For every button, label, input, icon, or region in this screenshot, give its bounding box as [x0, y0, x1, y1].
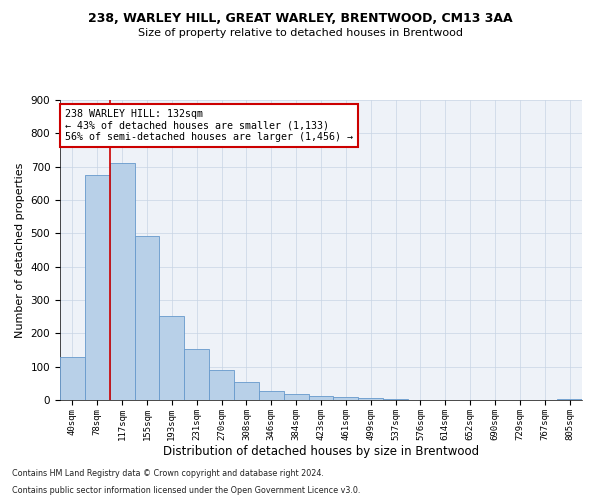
- Bar: [110, 164, 134, 400]
- Bar: [284, 394, 308, 400]
- Bar: [209, 370, 234, 400]
- Bar: [60, 356, 85, 400]
- Text: Contains public sector information licensed under the Open Government Licence v3: Contains public sector information licen…: [12, 486, 361, 495]
- Bar: [234, 382, 259, 400]
- Bar: [184, 350, 209, 400]
- Bar: [134, 236, 160, 400]
- Text: 238, WARLEY HILL, GREAT WARLEY, BRENTWOOD, CM13 3AA: 238, WARLEY HILL, GREAT WARLEY, BRENTWOO…: [88, 12, 512, 26]
- Bar: [160, 316, 184, 400]
- Bar: [85, 175, 110, 400]
- Text: Contains HM Land Registry data © Crown copyright and database right 2024.: Contains HM Land Registry data © Crown c…: [12, 468, 324, 477]
- Text: Size of property relative to detached houses in Brentwood: Size of property relative to detached ho…: [137, 28, 463, 38]
- X-axis label: Distribution of detached houses by size in Brentwood: Distribution of detached houses by size …: [163, 446, 479, 458]
- Text: 238 WARLEY HILL: 132sqm
← 43% of detached houses are smaller (1,133)
56% of semi: 238 WARLEY HILL: 132sqm ← 43% of detache…: [65, 109, 353, 142]
- Bar: [557, 398, 582, 400]
- Bar: [259, 391, 284, 400]
- Bar: [334, 397, 358, 400]
- Bar: [308, 396, 334, 400]
- Y-axis label: Number of detached properties: Number of detached properties: [15, 162, 25, 338]
- Bar: [358, 398, 383, 400]
